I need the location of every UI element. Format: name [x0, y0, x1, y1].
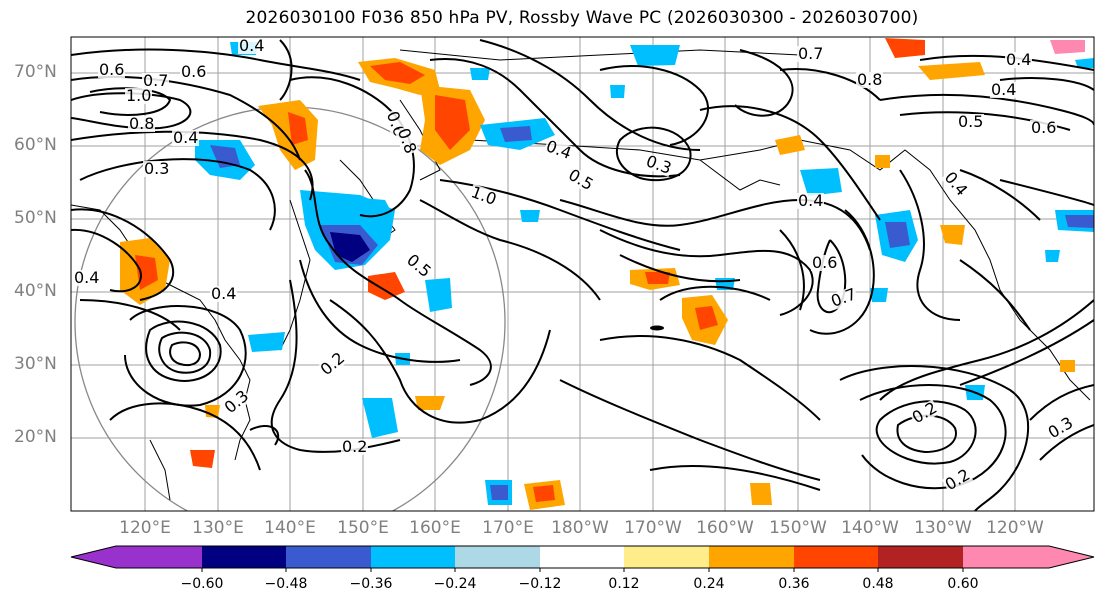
contour-label: 0.7	[142, 71, 170, 90]
colorbar-tick-label: −0.12	[518, 576, 562, 592]
lat-label-40n: 40°N	[14, 281, 57, 301]
lon-label: 130°W	[914, 518, 972, 538]
colorbar-segment	[540, 546, 624, 568]
colorbar-tick-label: 0.36	[778, 576, 810, 592]
contour-label: 0.4	[797, 191, 825, 210]
lon-label: 140°E	[264, 518, 316, 538]
contour-label: 0.4	[990, 80, 1018, 99]
contour-label: 1.0	[125, 86, 153, 105]
lon-label: 130°E	[192, 518, 244, 538]
pv-shading	[120, 38, 1094, 510]
lat-label-20n: 20°N	[14, 427, 57, 447]
colorbar-extend-right	[1049, 546, 1094, 568]
colorbar-tick-label: −0.48	[264, 576, 308, 592]
contour-label: 0.4	[210, 284, 238, 303]
colorbar-segment	[963, 546, 1049, 568]
contour-label: 0.3	[143, 159, 171, 178]
colorbar-segment	[455, 546, 540, 568]
lon-label: 150°W	[769, 518, 827, 538]
colorbar-tick-label: 0.12	[608, 576, 640, 592]
lon-label: 140°W	[841, 518, 899, 538]
colorbar	[70, 545, 1095, 572]
graticule	[71, 37, 1094, 511]
colorbar-tick-label: 0.48	[862, 576, 894, 592]
lon-label: 170°E	[482, 518, 534, 538]
colorbar-segment	[286, 546, 371, 568]
contour-label: 0.4	[172, 128, 200, 147]
plot-frame	[70, 36, 1095, 512]
colorbar-segment	[709, 546, 794, 568]
colorbar-segment	[202, 546, 286, 568]
pv-contours	[71, 39, 1094, 511]
lon-label: 160°E	[409, 518, 461, 538]
lon-label: 180°W	[551, 518, 609, 538]
contour-label: 0.6	[811, 253, 839, 272]
contour-label: 0.8	[128, 114, 156, 133]
lon-label: 120°W	[986, 518, 1044, 538]
contour-label: 0.2	[341, 437, 369, 456]
contour-label: 0.7	[797, 44, 825, 63]
contour-label: 0.6	[98, 60, 126, 79]
lat-label-70n: 70°N	[14, 62, 57, 82]
colorbar-tick-label: −0.36	[349, 576, 393, 592]
contour-label: 0.6	[1030, 118, 1058, 137]
colorbar-segment	[624, 546, 709, 568]
lon-label: 150°E	[337, 518, 389, 538]
contour-label: 0.5	[957, 112, 985, 131]
lat-label-30n: 30°N	[14, 354, 57, 374]
lat-label-50n: 50°N	[14, 208, 57, 228]
lon-label: 160°W	[696, 518, 754, 538]
colorbar-extend-left	[71, 546, 116, 568]
map-title: 2026030100 F036 850 hPa PV, Rossby Wave …	[245, 8, 919, 28]
colorbar-segment	[878, 546, 963, 568]
colorbar-segment	[371, 546, 455, 568]
colorbar-tick-label: −0.24	[433, 576, 477, 592]
colorbar-tick-label: 0.60	[947, 576, 979, 592]
contour-label: 0.8	[856, 70, 884, 89]
lon-label: 120°E	[119, 518, 171, 538]
colorbar-tick-label: −0.60	[180, 576, 224, 592]
contour-label: 0.4	[73, 268, 101, 287]
contour-label: 0.6	[180, 62, 208, 81]
lat-label-60n: 60°N	[14, 135, 57, 155]
lon-label: 170°W	[624, 518, 682, 538]
colorbar-tick-label: 0.24	[693, 576, 725, 592]
colorbar-segment	[116, 546, 202, 568]
colorbar-segment	[794, 546, 878, 568]
contour-label: 0.4	[238, 36, 266, 55]
contour-label: 0.4	[1005, 50, 1033, 69]
